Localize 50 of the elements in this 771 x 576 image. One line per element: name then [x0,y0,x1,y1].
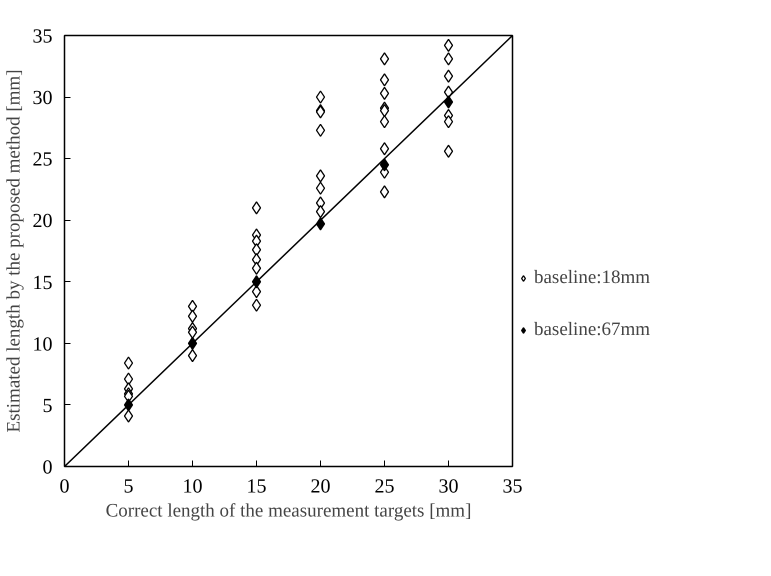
point [380,115,390,128]
y-tick-label: 0 [42,456,52,478]
legend-label: baseline:67mm [534,319,650,341]
x-tick-label: 0 [60,476,70,498]
point [124,356,134,370]
y-axis-title: Estimated length by the proposed method [mm] [4,69,24,433]
y-tick-label: 20 [32,210,52,232]
point [444,69,454,83]
point [316,182,326,195]
x-tick-label: 10 [182,476,202,498]
point [188,349,198,362]
y-tick-label: 5 [42,394,52,417]
point [316,169,326,183]
legend-label: baseline:18mm [534,267,650,289]
point [380,142,390,156]
point [380,52,390,66]
point [380,86,390,100]
point [444,115,454,128]
x-axis-title: Correct length of the measurement targets [mm] [106,500,472,522]
y-tick-label: 15 [32,272,52,294]
point [188,310,198,323]
y-tick-label: 30 [32,87,52,110]
point [252,298,262,312]
point [124,372,134,386]
point [380,104,390,118]
x-tick-label: 20 [310,476,330,498]
point [444,144,454,158]
point [124,409,134,423]
x-tick-label: 5 [124,476,134,498]
point [444,38,454,52]
point [188,326,198,339]
x-tick-label: 35 [502,476,522,498]
y-tick-label: 25 [32,148,52,171]
point [380,185,390,199]
x-tick-label: 25 [374,476,394,498]
point [444,52,454,66]
x-tick-label: 15 [246,476,266,498]
point [380,158,390,172]
point [316,124,326,137]
point [252,243,262,256]
point [188,300,198,314]
point [316,204,326,218]
x-tick-label: 30 [438,476,458,498]
y-tick-label: 10 [32,333,52,356]
point [252,284,262,298]
point [380,73,390,86]
point [252,262,262,275]
point [316,90,326,104]
y-tick-label: 35 [32,26,52,48]
point [252,201,262,215]
